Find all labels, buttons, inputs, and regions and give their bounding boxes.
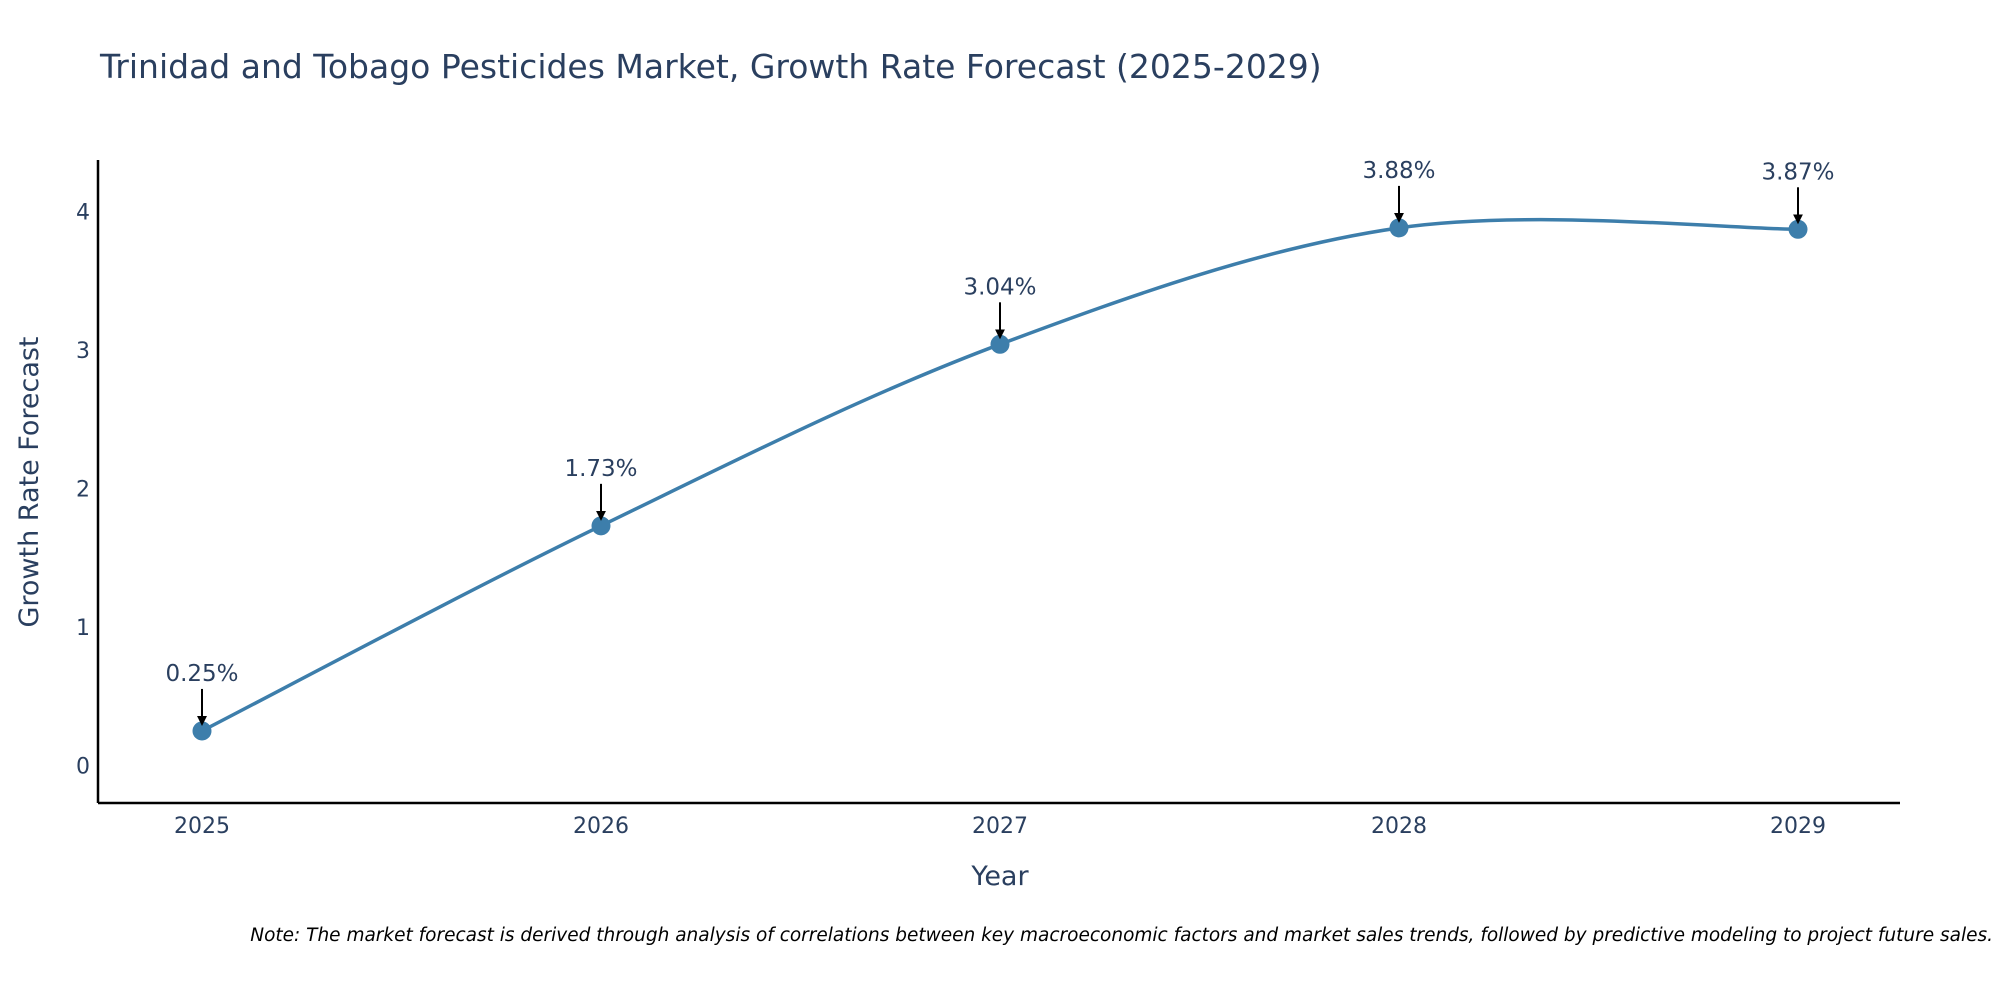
x-tick-label: 2026 — [573, 814, 629, 839]
x-tick-label: 2029 — [1770, 814, 1826, 839]
x-tick-labels: 2025 2026 2027 2028 2029 — [174, 814, 1826, 839]
y-tick-label: 2 — [76, 477, 90, 502]
data-point[interactable] — [1788, 219, 1808, 239]
data-label: 1.73% — [564, 456, 637, 482]
plot-area: 0.25% 1.73% 3.04% 3.88% 3.87% — [165, 158, 1835, 741]
data-point[interactable] — [990, 334, 1010, 354]
x-axis-title: Year — [970, 861, 1029, 892]
data-label: 3.87% — [1761, 159, 1834, 185]
chart-title: Trinidad and Tobago Pesticides Market, G… — [99, 47, 1322, 86]
y-axis-title: Growth Rate Forecast — [14, 336, 45, 627]
y-tick-label: 4 — [76, 200, 90, 225]
data-label: 3.04% — [963, 274, 1036, 300]
data-point[interactable] — [1389, 218, 1409, 238]
data-label: 3.88% — [1362, 158, 1435, 184]
forecast-note: Note: The market forecast is derived thr… — [250, 925, 1993, 946]
data-label: 0.25% — [165, 661, 238, 687]
y-tick-labels: 0 1 2 3 4 — [76, 200, 90, 779]
y-tick-label: 3 — [76, 339, 90, 364]
y-tick-label: 1 — [76, 616, 90, 641]
x-tick-label: 2027 — [972, 814, 1028, 839]
data-point[interactable] — [192, 721, 212, 741]
y-tick-label: 0 — [76, 755, 90, 780]
x-tick-label: 2025 — [174, 814, 230, 839]
x-tick-label: 2028 — [1371, 814, 1427, 839]
data-point[interactable] — [591, 516, 611, 536]
